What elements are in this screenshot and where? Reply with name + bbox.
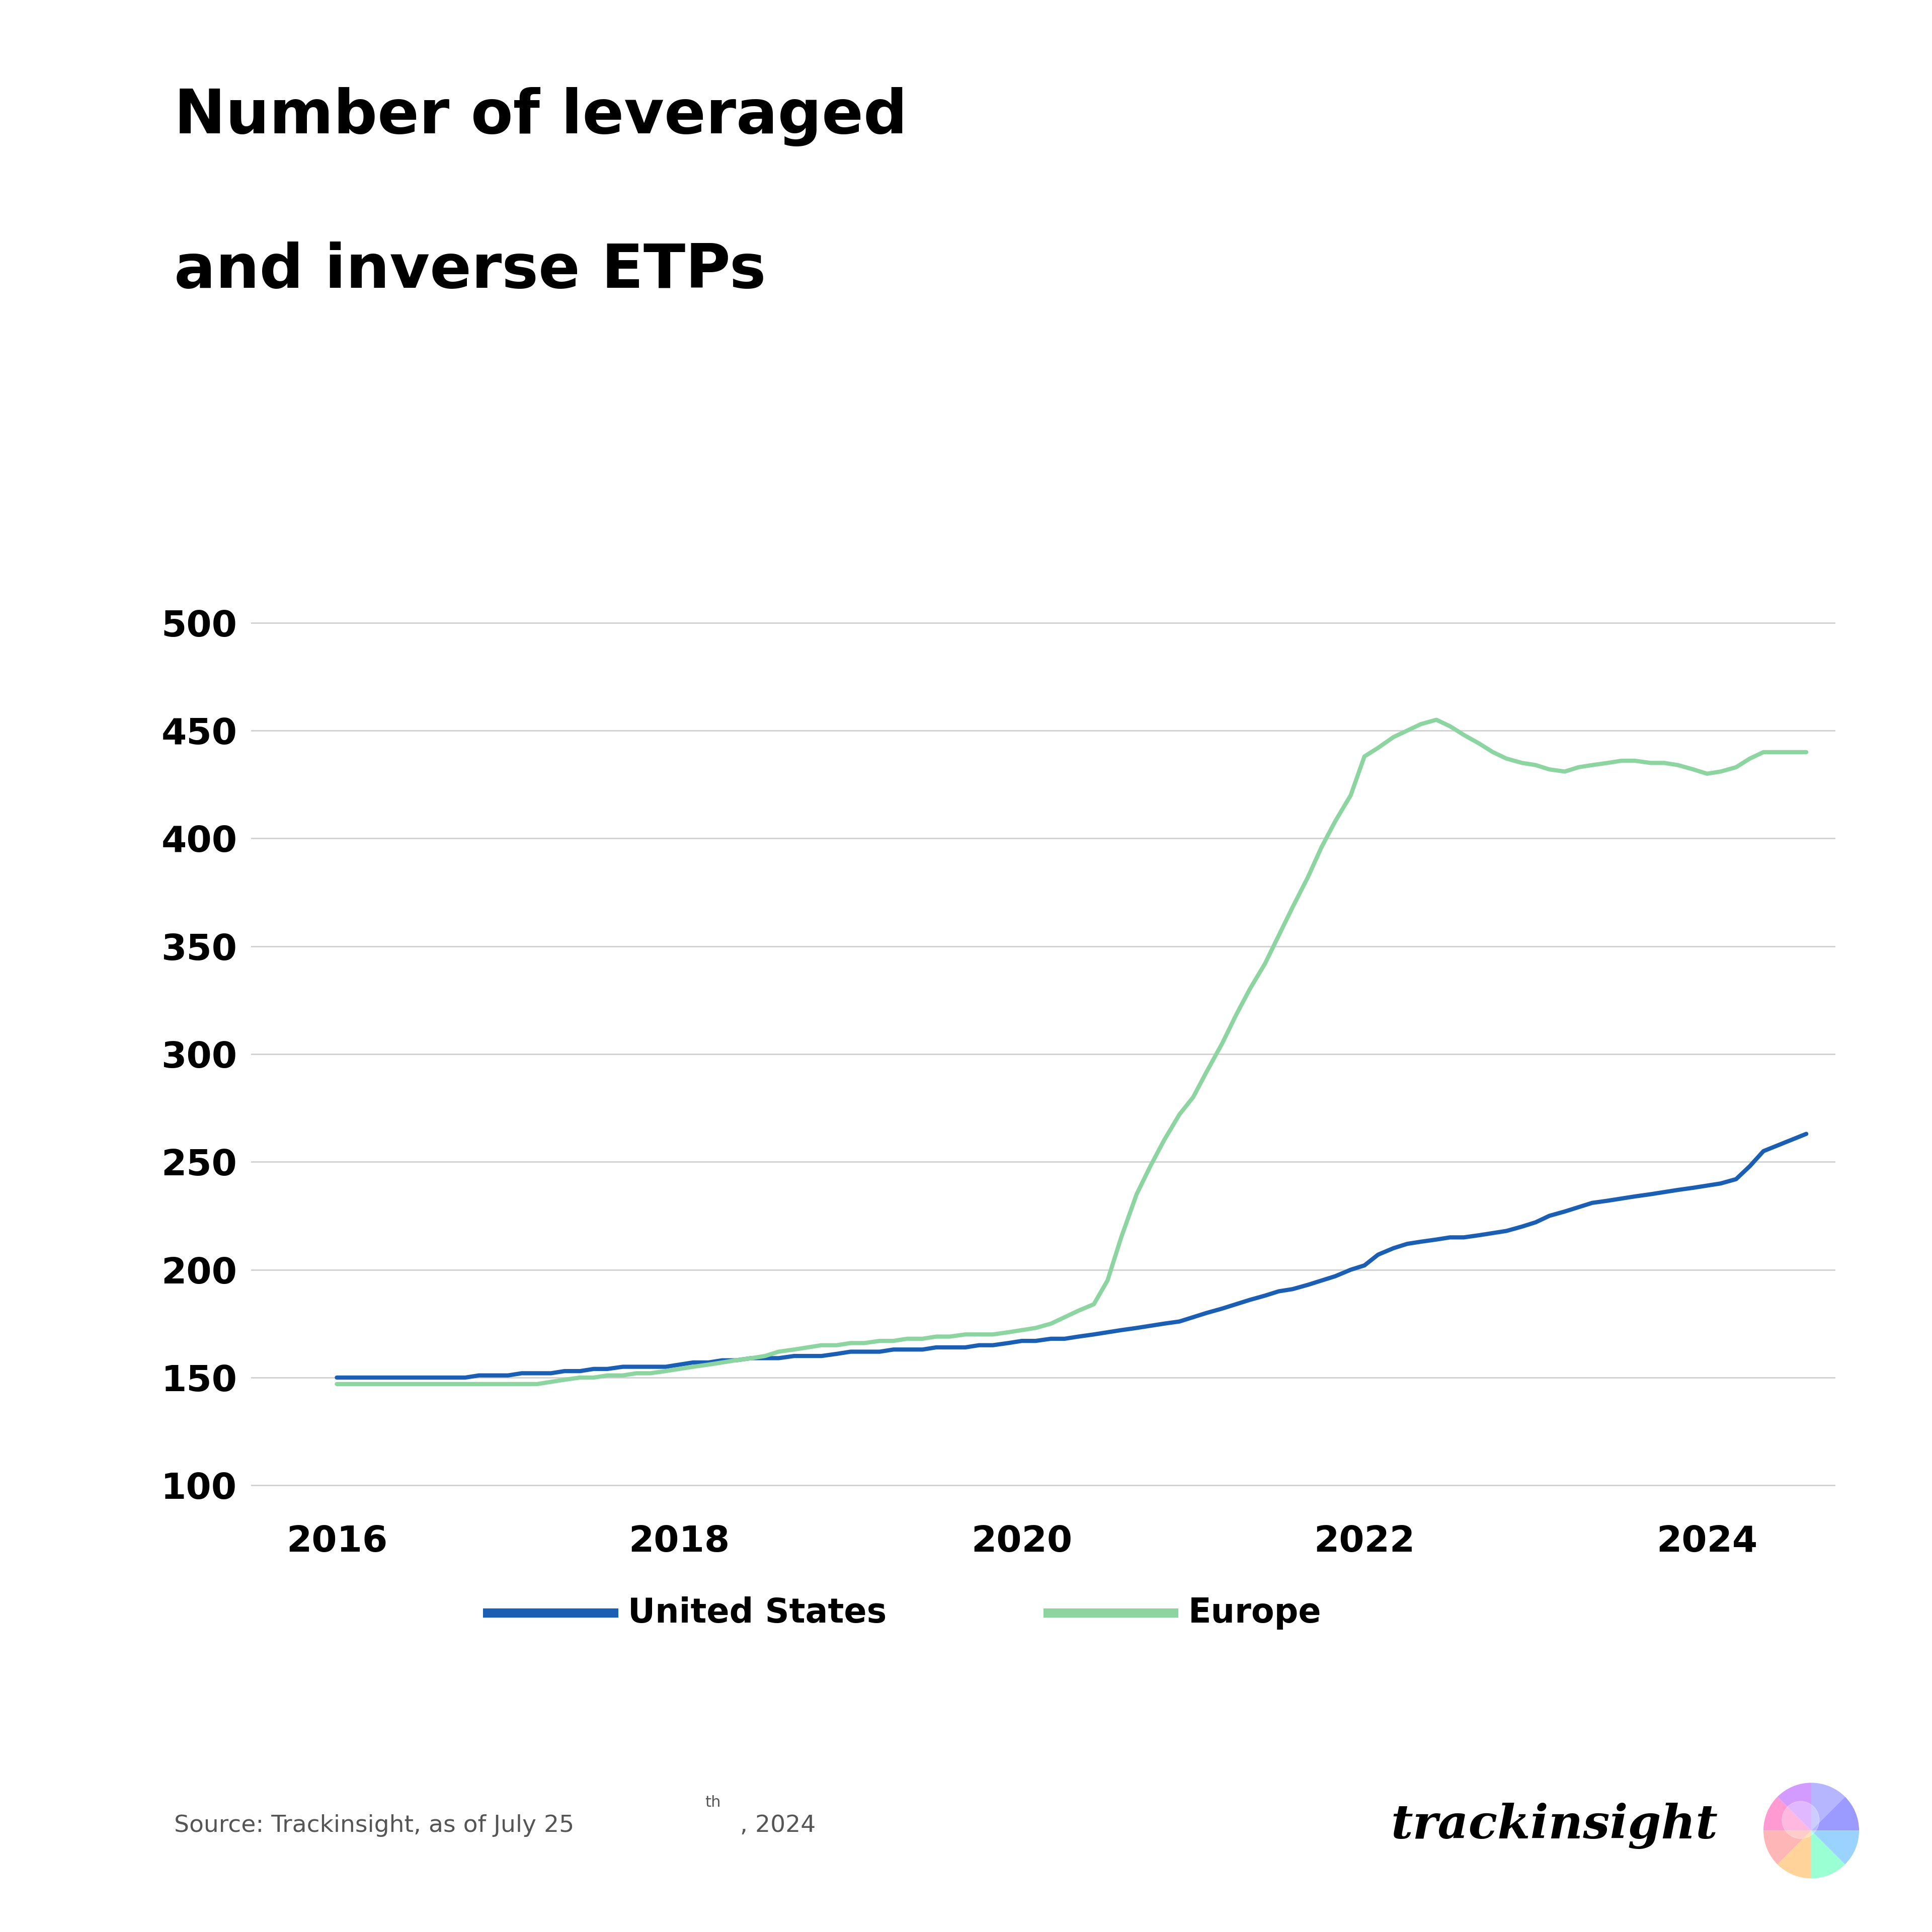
Text: , 2024: , 2024	[740, 1814, 815, 1837]
Text: trackinsight: trackinsight	[1391, 1803, 1718, 1849]
Text: th: th	[705, 1795, 721, 1810]
Text: United States: United States	[628, 1596, 887, 1631]
Text: Europe: Europe	[1188, 1596, 1321, 1631]
Wedge shape	[1812, 1797, 1859, 1832]
Wedge shape	[1764, 1797, 1812, 1832]
Text: Number of leveraged: Number of leveraged	[174, 87, 908, 147]
Wedge shape	[1777, 1832, 1812, 1878]
Text: Source: Trackinsight, as of July 25: Source: Trackinsight, as of July 25	[174, 1814, 574, 1837]
Wedge shape	[1764, 1832, 1812, 1864]
Wedge shape	[1812, 1832, 1859, 1864]
Wedge shape	[1777, 1783, 1812, 1832]
Circle shape	[1781, 1801, 1820, 1839]
Text: and inverse ETPs: and inverse ETPs	[174, 242, 765, 299]
Wedge shape	[1812, 1783, 1845, 1832]
Wedge shape	[1812, 1832, 1845, 1878]
